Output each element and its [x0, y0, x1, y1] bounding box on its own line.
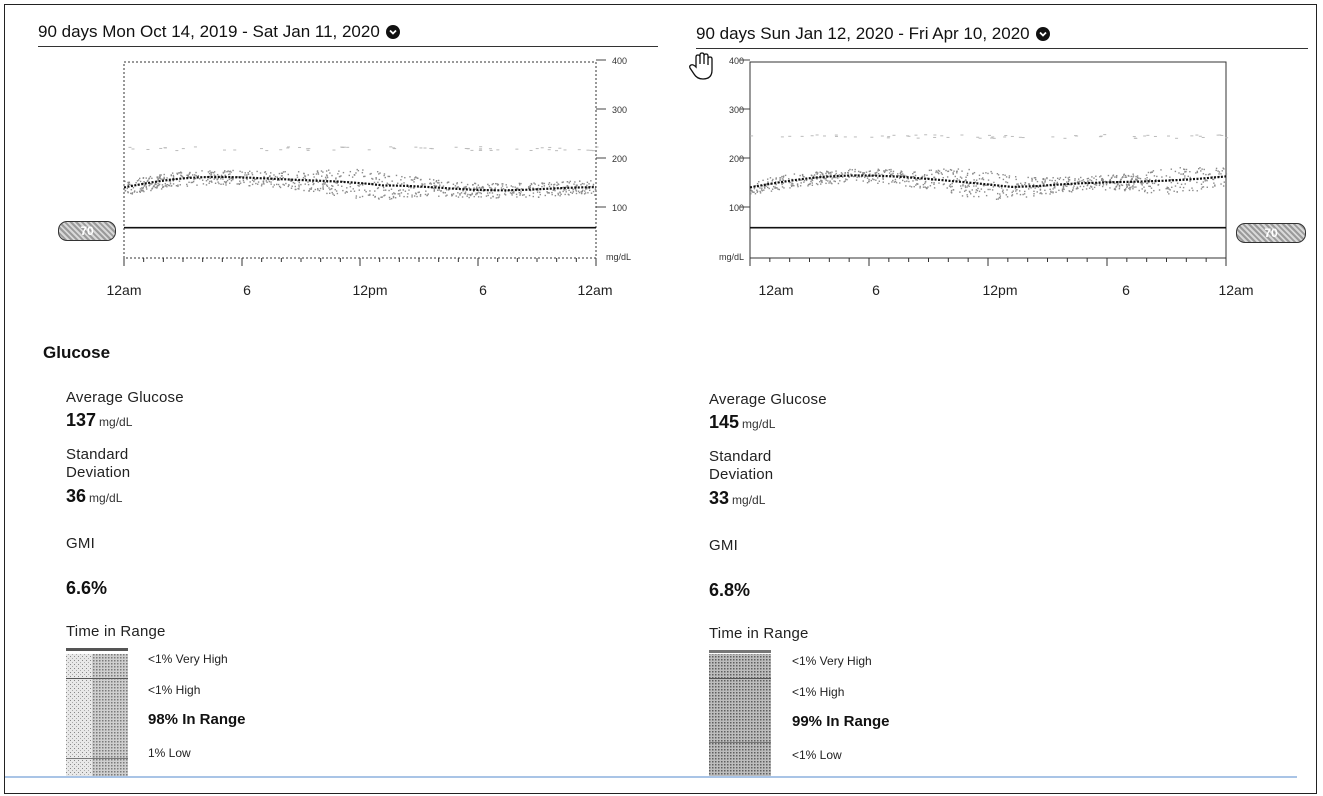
left-gmi-label: GMI — [66, 535, 95, 552]
x-label: 12am — [1218, 282, 1254, 298]
page-bottom-border — [5, 776, 1297, 778]
left-std-dev-label-line2: Deviation — [66, 464, 131, 481]
right-target-low-badge: 70 — [1236, 223, 1306, 243]
right-average-glucose-label: Average Glucose — [709, 391, 827, 408]
hand-cursor-icon — [689, 52, 713, 80]
x-label: 12am — [758, 282, 794, 298]
right-tir-label: Time in Range — [709, 625, 809, 642]
left-agp-chart: 400 300 200 100 mg/dL — [0, 44, 660, 274]
x-label: 12am — [577, 282, 613, 298]
left-time-in-range-bar — [66, 648, 128, 776]
right-average-glucose-value: 145 mg/dL — [709, 412, 776, 432]
x-label: 6 — [243, 282, 251, 298]
y-tick-label: 300 — [612, 105, 627, 115]
y-tick-label: 400 — [612, 56, 627, 66]
x-label: 6 — [479, 282, 487, 298]
left-tir-label: Time in Range — [66, 623, 166, 640]
chevron-down-icon[interactable] — [1035, 27, 1050, 41]
right-tir-high: <1% High — [792, 685, 845, 699]
right-std-dev-value: 33 mg/dL — [709, 488, 766, 508]
x-label: 12pm — [352, 282, 388, 298]
right-std-dev-label-line2: Deviation — [709, 466, 774, 483]
right-time-in-range-bar — [709, 650, 771, 776]
glucose-section-title: Glucose — [43, 343, 111, 362]
y-tick-label: 100 — [729, 203, 744, 213]
left-tir-in-range: 98% In Range — [148, 711, 246, 728]
right-tir-in-range: 99% In Range — [792, 713, 890, 730]
right-period-title: 90 days Sun Jan 12, 2020 - Fri Apr 10, 2… — [696, 24, 1030, 43]
left-period-selector[interactable]: 90 days Mon Oct 14, 2019 - Sat Jan 11, 2… — [38, 22, 658, 47]
x-label: 12am — [106, 282, 142, 298]
y-tick-label: 300 — [729, 105, 744, 115]
left-average-glucose-label: Average Glucose — [66, 389, 184, 406]
x-label: 12pm — [982, 282, 1018, 298]
left-std-dev-value: 36 mg/dL — [66, 486, 123, 506]
report-frame — [4, 4, 1317, 794]
left-tir-high: <1% High — [148, 683, 201, 697]
left-period-title: 90 days Mon Oct 14, 2019 - Sat Jan 11, 2… — [38, 22, 380, 41]
x-label: 6 — [872, 282, 880, 298]
y-tick-label: 100 — [612, 203, 627, 213]
x-label: 6 — [1122, 282, 1130, 298]
y-unit-label: mg/dL — [719, 252, 744, 262]
right-tir-low: <1% Low — [792, 748, 842, 762]
right-period-selector[interactable]: 90 days Sun Jan 12, 2020 - Fri Apr 10, 2… — [696, 24, 1308, 49]
left-average-glucose-value: 137 mg/dL — [66, 410, 133, 430]
right-std-dev-label-line1: Standard — [709, 448, 772, 465]
chevron-down-icon[interactable] — [385, 25, 400, 39]
left-tir-low: 1% Low — [148, 746, 191, 760]
y-tick-label: 200 — [612, 154, 627, 164]
left-std-dev-label-line1: Standard — [66, 446, 129, 463]
right-gmi-label: GMI — [709, 537, 738, 554]
left-tir-very-high: <1% Very High — [148, 652, 228, 666]
y-unit-label: mg/dL — [606, 252, 631, 262]
y-tick-label: 400 — [729, 56, 744, 66]
left-x-axis-labels: 12am 6 12pm 6 12am — [0, 282, 660, 302]
left-gmi-value: 6.6% — [66, 578, 108, 598]
right-gmi-value: 6.8% — [709, 580, 751, 600]
left-target-low-badge: 70 — [58, 221, 116, 241]
right-x-axis-labels: 12am 6 12pm 6 12am — [660, 282, 1320, 302]
right-tir-very-high: <1% Very High — [792, 654, 872, 668]
right-agp-chart: 400 300 200 100 mg/dL — [660, 44, 1320, 274]
y-tick-label: 200 — [729, 154, 744, 164]
